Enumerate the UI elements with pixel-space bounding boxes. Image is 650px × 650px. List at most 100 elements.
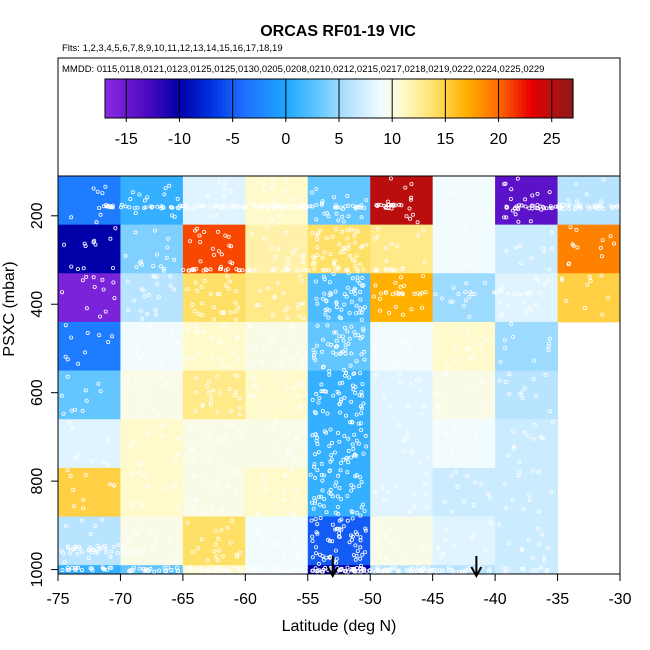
observation-point — [169, 205, 174, 210]
observation-point — [359, 428, 364, 433]
observation-point — [358, 404, 363, 409]
observation-point — [361, 283, 366, 288]
observation-point — [333, 227, 338, 232]
observation-point — [139, 503, 144, 508]
observation-point — [103, 309, 108, 314]
observation-point — [296, 393, 301, 398]
observation-point — [375, 268, 380, 273]
observation-point — [452, 543, 457, 548]
y-tick-label: 200 — [29, 202, 46, 229]
observation-point — [398, 275, 403, 280]
chart-title: ORCAS RF01-19 VIC — [260, 23, 416, 40]
observation-point — [263, 480, 268, 485]
observation-point — [235, 554, 240, 559]
observation-point — [536, 279, 541, 284]
observation-point — [334, 344, 339, 349]
observation-point — [504, 248, 509, 253]
observation-point — [146, 432, 151, 437]
observation-point — [241, 205, 246, 210]
y-axis: 200 400 600 800 1000 — [29, 202, 58, 587]
observation-point — [497, 287, 502, 292]
observation-point — [601, 206, 606, 211]
observation-point — [272, 267, 277, 272]
colorbar-segment — [147, 79, 153, 118]
observation-point — [547, 190, 552, 195]
observation-point — [221, 440, 226, 445]
observation-point — [509, 322, 514, 327]
observation-point — [187, 501, 192, 506]
observation-point — [93, 242, 98, 247]
observation-point — [350, 442, 355, 447]
observation-point — [294, 567, 299, 572]
observation-point — [549, 489, 554, 494]
observation-point — [337, 315, 342, 320]
colorbar-segment — [483, 79, 488, 118]
observation-point — [207, 431, 212, 436]
colorbar-segment — [335, 79, 340, 118]
observation-point — [70, 426, 75, 431]
observation-point — [165, 245, 170, 250]
observation-point — [176, 435, 181, 440]
observation-point — [485, 337, 490, 342]
observation-point — [353, 291, 358, 296]
observation-point — [343, 347, 348, 352]
observation-point — [266, 204, 271, 209]
observation-point — [449, 473, 454, 478]
observation-point — [159, 204, 164, 209]
observation-point — [354, 253, 359, 258]
observation-point — [325, 323, 330, 328]
observation-point — [392, 565, 397, 570]
observation-point — [65, 567, 70, 572]
observation-point — [312, 267, 317, 272]
observation-point — [227, 243, 232, 248]
observation-point — [254, 303, 259, 308]
observation-point — [327, 369, 332, 374]
observation-point — [130, 341, 135, 346]
observation-point — [75, 551, 80, 556]
observation-point — [314, 296, 319, 301]
observation-point — [437, 568, 442, 573]
observation-point — [416, 233, 421, 238]
observation-point — [423, 290, 428, 295]
observation-point — [519, 203, 524, 208]
observation-point — [190, 506, 195, 511]
colorbar-segment — [136, 79, 141, 118]
observation-point — [283, 472, 288, 477]
observation-point — [283, 348, 288, 353]
colorbar-segment — [140, 79, 145, 118]
observation-point — [95, 543, 100, 548]
observation-point — [400, 267, 405, 272]
observation-point — [333, 483, 338, 488]
observation-point — [309, 190, 314, 195]
observation-point — [313, 551, 318, 556]
observation-point — [410, 566, 415, 571]
observation-point — [341, 338, 346, 343]
observation-point — [333, 548, 338, 553]
colorbar-segment — [463, 79, 469, 118]
observation-point — [334, 526, 339, 531]
observation-point — [327, 280, 332, 285]
observation-point — [311, 506, 316, 511]
observation-point — [516, 472, 521, 477]
observation-point — [223, 268, 228, 273]
observation-point — [311, 464, 316, 469]
observation-point — [93, 524, 98, 529]
observation-point — [344, 294, 349, 299]
observation-point — [97, 547, 102, 552]
colorbar-segment — [381, 79, 387, 118]
observation-point — [237, 412, 242, 417]
observation-point — [354, 453, 359, 458]
observation-point — [271, 198, 276, 203]
observation-point — [238, 550, 243, 555]
observation-point — [270, 312, 275, 317]
observation-point — [172, 287, 177, 292]
colorbar-segment — [401, 79, 406, 118]
colorbar-segment — [167, 79, 172, 118]
observation-point — [111, 280, 116, 285]
observation-point — [170, 484, 175, 489]
observation-point — [125, 376, 130, 381]
observation-point — [190, 302, 195, 307]
observation-point — [341, 524, 346, 529]
observation-point — [310, 568, 315, 573]
observation-point — [279, 362, 284, 367]
